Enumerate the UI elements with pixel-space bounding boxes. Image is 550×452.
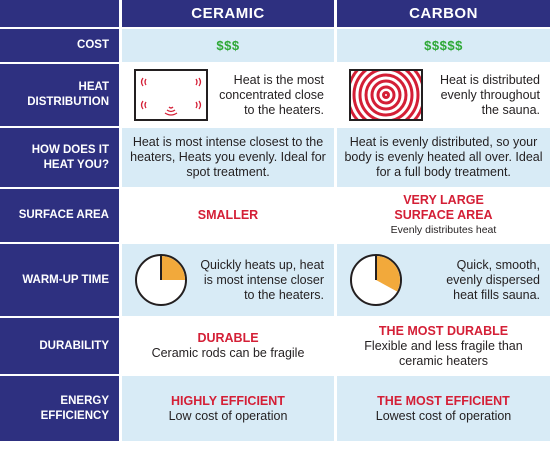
header-ceramic: CERAMIC [122,0,334,27]
how-heat-ceramic-text: Heat is most intense closest to the heat… [130,135,326,179]
surface-area-carbon-line1: VERY LARGE [403,193,484,207]
energy-ceramic-text: Low cost of operation [168,408,288,423]
warm-up-ceramic-cell: Quickly heats up, heat is most intense c… [122,244,334,316]
row-divider [0,187,550,189]
energy-ceramic-title: HIGHLY EFFICIENT [171,393,285,408]
energy-carbon-title: THE MOST EFFICIENT [377,393,510,408]
column-divider [119,244,122,316]
label-line: DISTRIBUTION [27,96,109,108]
row-divider [0,126,550,128]
durability-carbon-cell: THE MOST DURABLE Flexible and less fragi… [337,318,550,374]
durability-ceramic-cell: DURABLE Ceramic rods can be fragile [122,318,334,374]
how-heat-ceramic-cell: Heat is most intense closest to the heat… [122,128,334,187]
row-divider [0,62,550,64]
column-divider [119,376,122,441]
label-line: HEAT YOU? [43,158,109,171]
column-divider [119,0,122,27]
energy-ceramic-cell: HIGHLY EFFICIENT Low cost of operation [122,376,334,441]
surface-area-ceramic-value: SMALLER [197,208,259,222]
label-line: EFFICIENCY [40,409,109,422]
warm-up-carbon-fill [376,256,400,292]
warm-up-ceramic-text: Quickly heats up, heat is most intense c… [200,257,324,302]
column-divider [334,0,337,27]
column-divider [334,29,337,62]
energy-carbon-text: Lowest cost of operation [375,408,512,423]
row-label-cost: COST [0,29,119,62]
column-divider [119,29,122,62]
row-label-heat-distribution: HEAT DISTRIBUTION [0,64,119,126]
clock-quarter-icon [135,254,187,306]
column-divider [334,189,337,242]
warm-up-ceramic-fill [161,256,185,280]
heat-distribution-ceramic-cell: Heat is the most concentrated close to t… [122,64,334,126]
durability-carbon-text: Flexible and less fragile than ceramic h… [364,338,523,368]
label-line: ENERGY [60,394,109,407]
row-divider [0,27,550,29]
surface-area-carbon-note: Evenly distributes heat [390,224,497,236]
warm-up-carbon-cell: Quick, smooth, evenly dispersed heat fil… [337,244,550,316]
row-label-energy: ENERGY EFFICIENCY [0,376,119,441]
column-divider [334,376,337,441]
column-divider [119,64,122,126]
durability-carbon-title: THE MOST DURABLE [378,323,509,338]
surface-area-ceramic-cell: SMALLER [122,189,334,242]
heat-distribution-carbon-text: Heat is distributed evenly throughout th… [439,72,540,117]
durability-ceramic-title: DURABLE [197,331,259,345]
surface-area-carbon-line2: SURFACE AREA [394,208,493,222]
column-divider [119,189,122,242]
how-heat-carbon-text: Heat is evenly distributed, so your body… [344,135,543,179]
cost-ceramic-value: $$$ [216,38,240,53]
row-label-how-heat: HOW DOES IT HEAT YOU? [0,128,119,187]
heat-distribution-carbon-cell: Heat is distributed evenly throughout th… [337,64,550,126]
cost-carbon-cell: $$$$$ [337,29,550,62]
row-divider [0,374,550,376]
energy-carbon-cell: THE MOST EFFICIENT Lowest cost of operat… [337,376,550,441]
how-heat-carbon-cell: Heat is evenly distributed, so your body… [337,128,550,187]
row-divider [0,242,550,244]
warm-up-carbon-text: Quick, smooth, evenly dispersed heat fil… [446,257,540,302]
corner-heat-icon [134,69,208,121]
heat-distribution-ceramic-text: Heat is the most concentrated close to t… [219,72,324,117]
row-label-durability: DURABILITY [0,318,119,374]
surface-area-carbon-cell: VERY LARGE SURFACE AREA Evenly distribut… [337,189,550,242]
concentric-rings-icon [349,69,423,121]
header-corner [0,0,119,27]
column-divider [334,64,337,126]
row-divider [0,316,550,318]
clock-third-icon [350,254,402,306]
column-divider [334,244,337,316]
column-divider [119,128,122,187]
row-label-surface-area: SURFACE AREA [0,189,119,242]
label-line: HOW DOES IT [31,143,109,156]
header-carbon: CARBON [337,0,550,27]
label-line: HEAT [78,81,109,93]
cost-carbon-value: $$$$$ [424,38,463,53]
row-label-warm-up: WARM-UP TIME [0,244,119,316]
durability-ceramic-text: Ceramic rods can be fragile [151,346,305,360]
column-divider [119,318,122,374]
cost-ceramic-cell: $$$ [122,29,334,62]
column-divider [334,128,337,187]
column-divider [334,318,337,374]
